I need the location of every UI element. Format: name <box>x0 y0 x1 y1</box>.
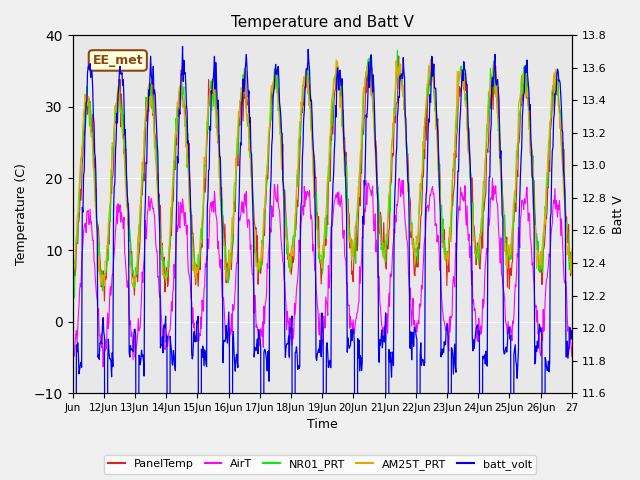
Text: EE_met: EE_met <box>93 54 143 67</box>
X-axis label: Time: Time <box>307 419 337 432</box>
Y-axis label: Batt V: Batt V <box>612 195 625 234</box>
Legend: PanelTemp, AirT, NR01_PRT, AM25T_PRT, batt_volt: PanelTemp, AirT, NR01_PRT, AM25T_PRT, ba… <box>104 455 536 474</box>
Y-axis label: Temperature (C): Temperature (C) <box>15 163 28 265</box>
Title: Temperature and Batt V: Temperature and Batt V <box>231 15 413 30</box>
